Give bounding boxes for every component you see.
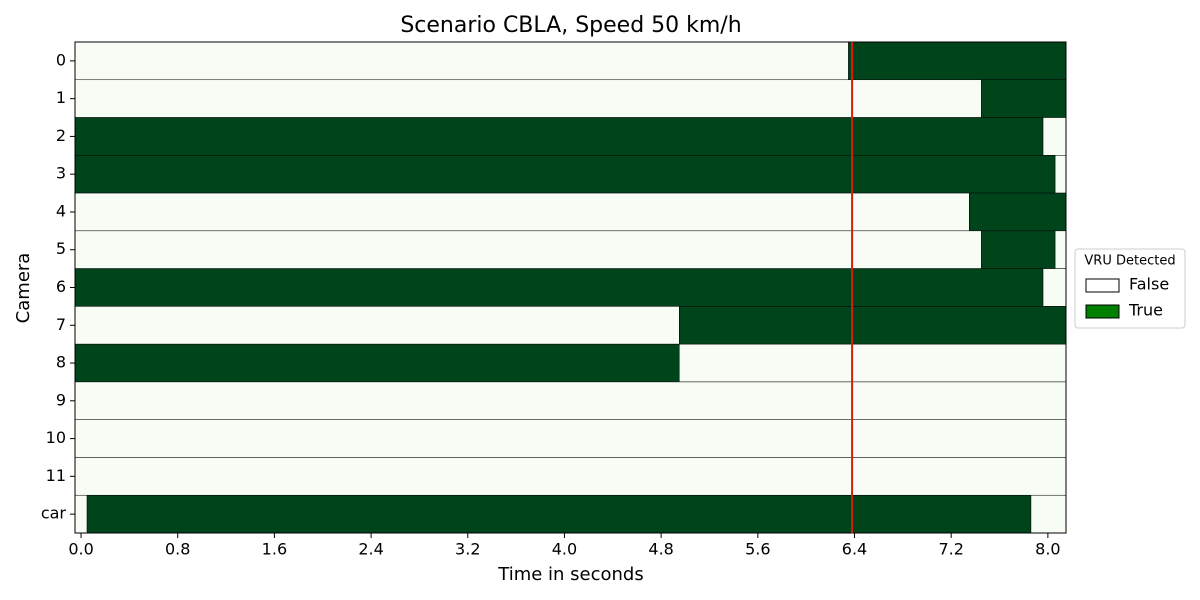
segment [74, 230, 982, 269]
segment [679, 306, 1067, 345]
y-tick-label: 4 [56, 201, 66, 220]
segment [969, 192, 1067, 232]
x-tick-label: 3.2 [455, 540, 480, 559]
x-tick-label: 4.0 [552, 540, 577, 559]
y-tick-label: 1 [56, 88, 66, 107]
chart-title: Scenario CBLA, Speed 50 km/h [400, 13, 741, 38]
y-tick-label: car [41, 504, 67, 523]
segment [981, 230, 1056, 269]
segment [74, 41, 849, 81]
segment [679, 343, 1067, 383]
segment [74, 494, 88, 534]
x-tick-label: 6.4 [842, 540, 867, 559]
segment [74, 79, 982, 118]
y-tick-label: 8 [56, 353, 66, 372]
legend-swatch [1085, 304, 1120, 319]
segment [74, 155, 1056, 194]
x-tick-label: 8.0 [1035, 540, 1060, 559]
segment [1030, 494, 1067, 534]
y-tick-label: 9 [56, 390, 66, 409]
x-tick-label: 0.8 [165, 540, 190, 559]
x-tick-label: 2.4 [358, 540, 383, 559]
y-tick-label: 2 [56, 126, 66, 145]
segment [1042, 117, 1067, 156]
y-tick-label: 6 [56, 277, 66, 296]
x-axis-label: Time in seconds [497, 564, 643, 585]
x-tick-label: 4.8 [648, 540, 673, 559]
x-tick-label: 7.2 [938, 540, 963, 559]
y-tick-label: 7 [56, 315, 66, 334]
legend-swatch [1085, 278, 1120, 293]
segment [981, 79, 1067, 118]
segment [74, 117, 1044, 156]
segment [1054, 155, 1067, 194]
y-tick-label: 5 [56, 239, 66, 258]
legend-title: VRU Detected [1084, 254, 1175, 269]
segment [74, 268, 1044, 307]
x-tick-label: 1.6 [262, 540, 287, 559]
x-tick-label: 0.0 [68, 540, 93, 559]
segment [848, 41, 1067, 81]
y-tick-label: 0 [56, 50, 66, 69]
y-tick-label: 3 [56, 164, 66, 183]
x-tick-label: 5.6 [745, 540, 770, 559]
y-tick-label: 11 [46, 466, 66, 485]
segment [86, 494, 1032, 534]
segment [1042, 268, 1067, 307]
segment [74, 381, 1067, 420]
y-tick-label: 10 [46, 428, 66, 447]
segment [74, 192, 970, 232]
segment [1054, 230, 1067, 269]
plot-frame [74, 41, 1067, 534]
segment [74, 343, 680, 383]
segment [74, 419, 1067, 458]
segment [74, 457, 1067, 496]
segment [74, 306, 680, 345]
legend-label: True [1128, 301, 1163, 320]
y-axis-label: Camera [13, 253, 34, 324]
legend-label: False [1129, 275, 1169, 294]
